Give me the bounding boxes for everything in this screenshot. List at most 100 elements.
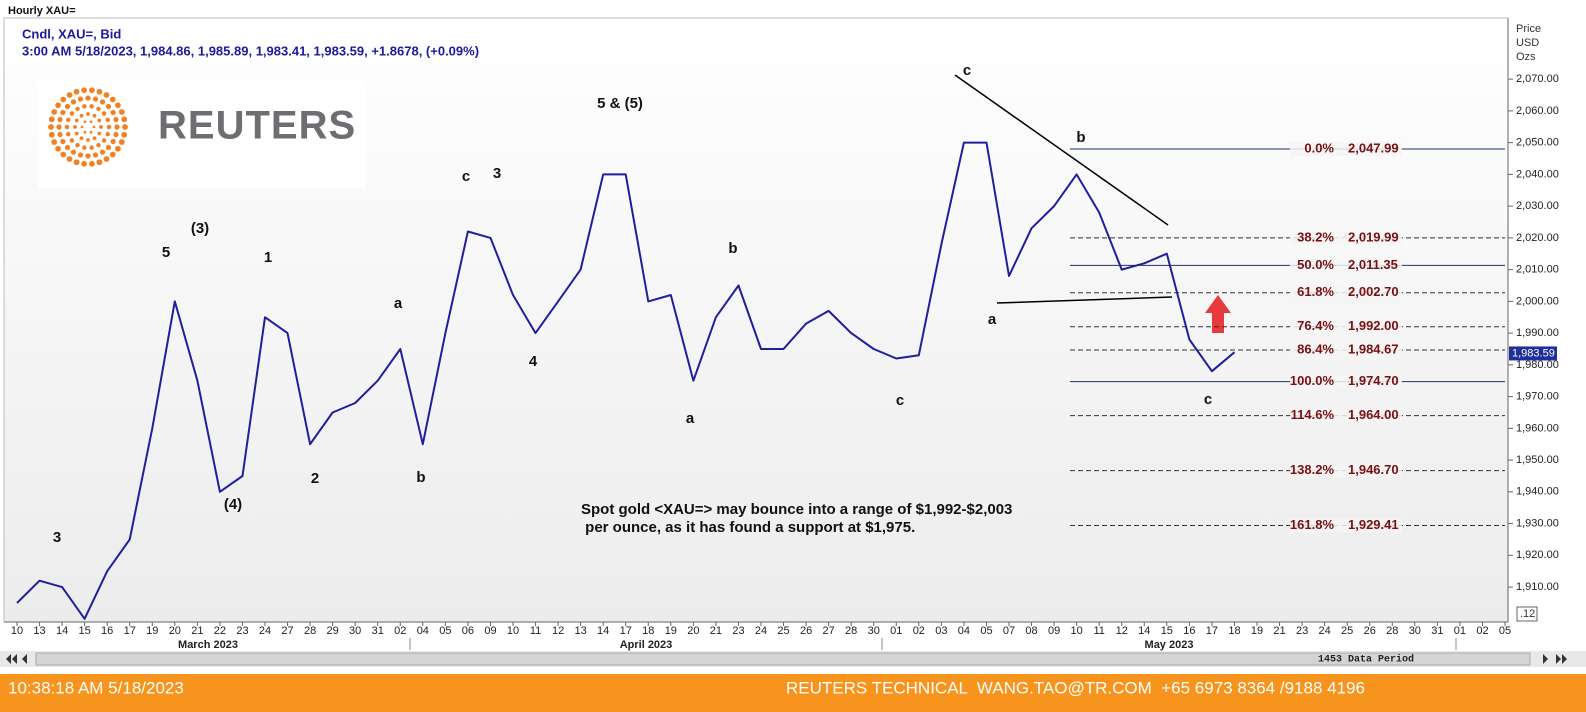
x-tick-label: 30 — [349, 625, 361, 637]
wave-label: a — [394, 295, 403, 312]
logo-dot — [115, 102, 121, 109]
month-label: April 2023 — [620, 639, 673, 651]
wave-label: (3) — [191, 220, 209, 237]
chart-title: Hourly XAU= — [8, 5, 76, 17]
logo-dot — [99, 149, 106, 155]
corner-label: .12 — [1520, 608, 1535, 620]
logo-dot — [88, 160, 95, 167]
logo-dot — [48, 124, 54, 130]
logo-dot — [66, 131, 71, 137]
month-label: May 2023 — [1145, 639, 1194, 651]
x-tick-label: 24 — [1319, 625, 1331, 637]
logo-dot — [99, 125, 103, 129]
logo-dot — [89, 104, 94, 109]
logo-dot — [103, 92, 110, 98]
logo-dot — [82, 104, 87, 109]
logo-dot — [92, 152, 99, 158]
wave-label: 1 — [264, 249, 272, 266]
x-tick-label: 04 — [417, 625, 429, 637]
logo-dot — [85, 153, 91, 159]
fib-label-bg — [1290, 230, 1402, 245]
fib-label-bg — [1290, 408, 1402, 423]
y-tick-label: 1,980.00 — [1516, 359, 1559, 371]
logo-dot — [83, 130, 87, 134]
logo-dot — [85, 95, 91, 101]
x-tick-label: 05 — [439, 625, 451, 637]
last-price-tag — [1509, 346, 1557, 361]
wave-label: b — [416, 469, 425, 486]
x-tick-label: 26 — [800, 625, 812, 637]
fib-label-bg — [1290, 463, 1402, 478]
wave-label: a — [686, 410, 695, 427]
wave-label: c — [963, 62, 971, 79]
logo-dot — [109, 96, 116, 103]
x-tick-label: 10 — [507, 625, 519, 637]
y-axis-title: USD — [1516, 37, 1539, 49]
fib-ratio: 38.2% — [1297, 229, 1334, 244]
x-tick-label: 09 — [484, 625, 496, 637]
x-tick-label: 13 — [575, 625, 587, 637]
wave-label: 3 — [493, 165, 501, 182]
logo-dot — [60, 151, 67, 158]
logo-dot — [89, 120, 93, 124]
x-tick-label: 21 — [710, 625, 722, 637]
x-tick-label: 31 — [372, 625, 384, 637]
logo-dot — [113, 116, 119, 123]
logo-dot — [77, 96, 84, 102]
logo-dot — [57, 116, 63, 123]
x-tick-label: 02 — [913, 625, 925, 637]
scroll-last[interactable] — [1556, 654, 1561, 664]
x-tick-label: 01 — [890, 625, 902, 637]
logo-dot — [89, 145, 94, 150]
logo: REUTERS — [38, 78, 366, 188]
logo-dot — [77, 152, 84, 158]
logo-dot — [48, 131, 55, 138]
scroll-last[interactable] — [1562, 654, 1567, 664]
price-line — [16, 141, 1236, 620]
y-tick-label: 1,920.00 — [1516, 549, 1559, 561]
fib-label-bg — [1290, 258, 1402, 273]
x-tick-label: 21 — [191, 625, 203, 637]
fib-ratio: 161.8% — [1290, 517, 1335, 532]
x-tick-label: 05 — [980, 625, 992, 637]
logo-dot — [73, 159, 80, 166]
scroll-right[interactable] — [1543, 654, 1548, 664]
logo-dot — [69, 111, 75, 116]
x-tick-label: 09 — [1048, 625, 1060, 637]
y-tick-label: 2,070.00 — [1516, 73, 1559, 85]
x-tick-label: 27 — [281, 625, 293, 637]
logo-dot — [81, 160, 88, 167]
x-tick-label: 18 — [642, 625, 654, 637]
logo-dot — [101, 138, 107, 143]
x-tick-label: 17 — [620, 625, 632, 637]
x-tick-label: 19 — [665, 625, 677, 637]
y-tick-label: 2,020.00 — [1516, 232, 1559, 244]
x-tick-label: 28 — [1386, 625, 1398, 637]
logo-box — [38, 78, 366, 188]
logo-dot — [48, 116, 55, 123]
logo-dot — [118, 109, 125, 115]
y-tick-label: 1,970.00 — [1516, 391, 1559, 403]
logo-dot — [109, 151, 116, 158]
logo-dot — [96, 106, 101, 112]
scroll-thumb[interactable] — [35, 652, 1531, 666]
logo-dot — [55, 102, 61, 109]
logo-dot — [60, 138, 66, 145]
logo-dot — [122, 124, 128, 130]
fib-ratio: 50.0% — [1297, 257, 1334, 272]
annotation: per ounce, as it has found a support at … — [581, 519, 915, 536]
logo-dot — [83, 120, 87, 124]
scroll-left[interactable] — [22, 654, 27, 664]
wave-label: 5 — [162, 244, 170, 261]
x-tick-label: 24 — [259, 625, 271, 637]
logo-dot — [105, 131, 110, 137]
logo-dot — [105, 144, 112, 151]
x-tick-label: 17 — [124, 625, 136, 637]
logo-dot — [88, 87, 95, 94]
x-tick-label: 10 — [11, 625, 23, 637]
scroll-first[interactable] — [12, 654, 17, 664]
fib-label-bg — [1290, 142, 1402, 157]
x-tick-label: 16 — [1183, 625, 1195, 637]
scroll-first[interactable] — [6, 654, 11, 664]
logo-dot — [66, 156, 73, 162]
